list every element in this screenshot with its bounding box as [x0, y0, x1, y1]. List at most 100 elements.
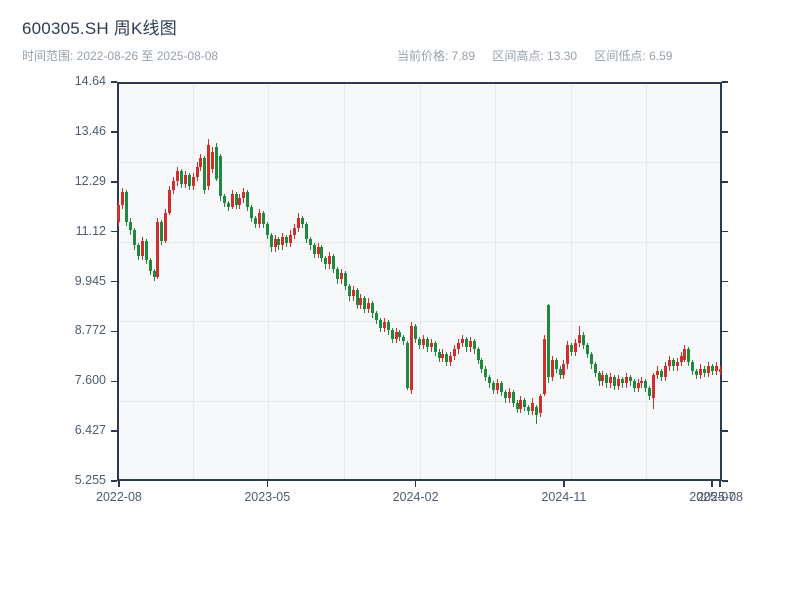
candle-down — [660, 370, 663, 378]
candle-down — [570, 345, 574, 352]
x-axis-label: 2022-08 — [96, 490, 142, 504]
candle-down — [445, 353, 449, 363]
y-tick-mark — [111, 280, 117, 283]
candle-down — [160, 221, 164, 241]
y-tick-mark — [722, 131, 728, 133]
candle-down — [355, 289, 359, 305]
date-range-subtitle: 时间范围: 2022-08-26 至 2025-08-08 — [22, 49, 219, 63]
candle-up — [675, 362, 679, 367]
y-tick-mark — [722, 380, 728, 383]
candle-up — [656, 370, 660, 375]
candle-up — [706, 366, 710, 373]
candle-down — [277, 238, 281, 246]
candle-down — [589, 353, 593, 365]
candle-up — [550, 360, 554, 378]
candle-up — [566, 345, 570, 365]
candle-up — [316, 247, 320, 254]
candle-down — [480, 360, 484, 369]
chart-title: 600305.SH 周K线图 — [22, 19, 177, 38]
candle-down — [418, 338, 421, 346]
candle-down — [254, 217, 258, 224]
candle-up — [531, 402, 535, 412]
candle-down — [476, 349, 480, 361]
candle-down — [527, 406, 531, 412]
candle-down — [304, 224, 308, 239]
candle-down — [605, 374, 609, 384]
candle-down — [324, 258, 328, 265]
candle-down — [433, 343, 437, 352]
y-tick-mark — [722, 81, 728, 83]
candle-down — [702, 368, 706, 373]
y-tick-mark — [111, 330, 117, 333]
candle-up — [183, 175, 187, 184]
candle-up — [636, 383, 640, 388]
candle-up — [367, 302, 371, 310]
x-tick-mark — [711, 481, 713, 487]
grid-line — [646, 84, 648, 479]
x-tick-mark — [266, 481, 269, 487]
candle-down — [246, 192, 250, 207]
candle-up — [168, 189, 172, 214]
candle-down — [511, 391, 515, 403]
candle-up — [207, 145, 211, 186]
y-tick-mark — [722, 230, 728, 233]
candle-down — [265, 224, 269, 235]
candle-down — [336, 268, 340, 280]
y-axis-label: 9.945 — [74, 273, 106, 288]
candle-down — [129, 221, 133, 231]
candle-up — [140, 241, 144, 256]
candle-up — [191, 177, 195, 186]
y-tick-mark — [722, 280, 728, 283]
candle-up — [609, 377, 613, 384]
candle-down — [152, 270, 156, 278]
y-tick-mark — [722, 181, 728, 183]
candle-down — [484, 368, 488, 378]
candle-up — [542, 338, 546, 395]
candle-down — [250, 206, 254, 218]
candle-down — [187, 175, 191, 186]
candle-down — [406, 343, 410, 388]
y-tick-mark — [111, 480, 117, 482]
candle-up — [195, 166, 199, 178]
candle-down — [691, 362, 695, 371]
candle-up — [441, 353, 445, 358]
y-axis-label: 14.64 — [74, 74, 106, 88]
candle-up — [199, 158, 203, 167]
candle-up — [121, 192, 125, 205]
candle-down — [620, 379, 624, 384]
candle-up — [574, 343, 578, 352]
candle-down — [398, 332, 402, 337]
candle-up — [328, 255, 332, 265]
candle-up — [242, 192, 246, 199]
candle-down — [425, 338, 429, 348]
candle-down — [593, 364, 597, 373]
candle-up — [640, 381, 644, 384]
candle-down — [464, 338, 468, 348]
y-tick-mark — [722, 330, 728, 333]
candle-down — [343, 272, 347, 286]
candle-down — [133, 230, 137, 246]
candle-down — [499, 383, 503, 392]
candle-down — [554, 360, 558, 369]
candle-down — [515, 402, 519, 409]
candle-down — [695, 370, 699, 375]
candle-up — [453, 349, 457, 356]
candle-up — [359, 298, 363, 305]
candle-down — [320, 247, 324, 258]
candle-down — [378, 319, 382, 329]
candle-up — [562, 364, 566, 375]
candle-up — [663, 366, 667, 378]
candle-down — [269, 234, 273, 248]
candle-down — [488, 377, 492, 384]
candle-up — [679, 355, 683, 363]
candle-up — [394, 332, 398, 339]
candle-down — [215, 147, 219, 180]
candle-down — [632, 381, 636, 388]
candle-down — [644, 381, 648, 388]
candle-down — [261, 213, 265, 224]
candle-down — [414, 326, 418, 339]
grid-line — [192, 84, 194, 479]
candle-up — [176, 170, 179, 182]
candle-up — [539, 396, 542, 414]
